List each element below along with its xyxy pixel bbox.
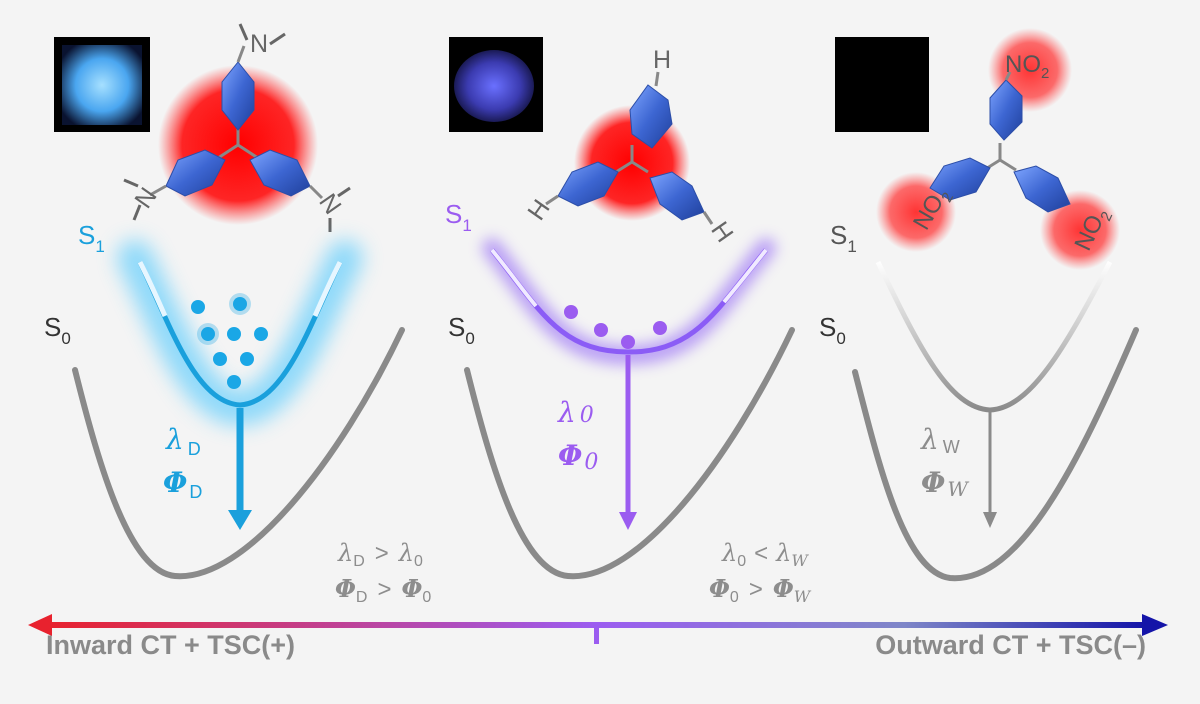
- s0-curve-donor: [72, 327, 405, 580]
- ct-axis-line: [46, 622, 1146, 628]
- emission-arrowhead-donor: [228, 510, 252, 530]
- substituent-top-neutral: H: [653, 46, 671, 74]
- phenyl-ring-left-withdrawing: [929, 157, 991, 201]
- crystal-glow-neutral: [454, 50, 534, 122]
- s0-label-neutral: S0: [448, 312, 475, 348]
- s1-curve-donor: [137, 260, 343, 408]
- ct-axis: [28, 614, 1168, 644]
- emission-arrowhead-neutral: [619, 512, 637, 530]
- phenyl-ring-right-withdrawing: [1013, 165, 1071, 213]
- comparison-left-phi: ΦD > Φ0: [335, 574, 431, 606]
- molecule-neutral: H H H: [522, 46, 738, 247]
- substituent-top-withdrawing: NO2: [1005, 51, 1049, 82]
- substituent-top: N: [250, 30, 268, 58]
- s1-label-withdrawing: S1: [830, 220, 857, 256]
- s1-curve-donor-fade: [137, 260, 168, 318]
- population-dots-donor: [191, 293, 268, 389]
- ct-axis-arrow-right: [1142, 614, 1168, 636]
- s1-label-neutral: S1: [445, 199, 472, 235]
- s0-curve-neutral: [464, 327, 795, 580]
- panel-donor: N N N: [44, 23, 405, 580]
- s1-curve-neutral-fade-r: [722, 248, 768, 304]
- s1-curve-neutral-fade: [490, 248, 538, 308]
- red-halo-no2-right: [1040, 190, 1120, 270]
- phenyl-ring-top-neutral: [629, 84, 673, 149]
- comparison-left-lambda: λD > λ0: [337, 539, 423, 570]
- comparison-right: λ0 < λW Φ0 > ΦW: [709, 539, 812, 606]
- phenyl-ring-top: [221, 61, 255, 131]
- axis-label-right: Outward CT + TSC(–): [875, 630, 1146, 660]
- phenyl-ring-left-neutral: [557, 161, 619, 207]
- substituent-left: N: [129, 183, 162, 214]
- population-dots-neutral: [564, 305, 667, 349]
- comparison-right-phi: Φ0 > ΦW: [709, 574, 812, 606]
- s0-curve-withdrawing: [852, 327, 1139, 582]
- s1-curve-donor-fade-r: [312, 260, 343, 318]
- comparison-left: λD > λ0 ΦD > Φ0: [335, 539, 431, 606]
- s1-curve-withdrawing: [875, 260, 1113, 413]
- phenyl-ring-top-withdrawing: [989, 79, 1023, 141]
- ct-axis-center-tick: [594, 628, 599, 644]
- emission-arrowhead-withdrawing: [983, 512, 997, 528]
- crystal-photo-withdrawing: [835, 37, 929, 132]
- axis-label-left: Inward CT + TSC(+): [46, 630, 296, 660]
- ct-axis-arrow-left: [28, 614, 52, 636]
- phi-label-neutral: Φ0: [558, 439, 598, 475]
- phenyl-ring-left: [165, 149, 226, 197]
- comparison-right-lambda: λ0 < λW: [721, 539, 809, 570]
- s1-label-donor: S1: [78, 220, 105, 256]
- molecule-donor: N N N: [123, 23, 351, 232]
- s0-label-donor: S0: [44, 312, 71, 348]
- s0-label-withdrawing: S0: [819, 312, 846, 348]
- crystal-glow-donor: [62, 45, 142, 125]
